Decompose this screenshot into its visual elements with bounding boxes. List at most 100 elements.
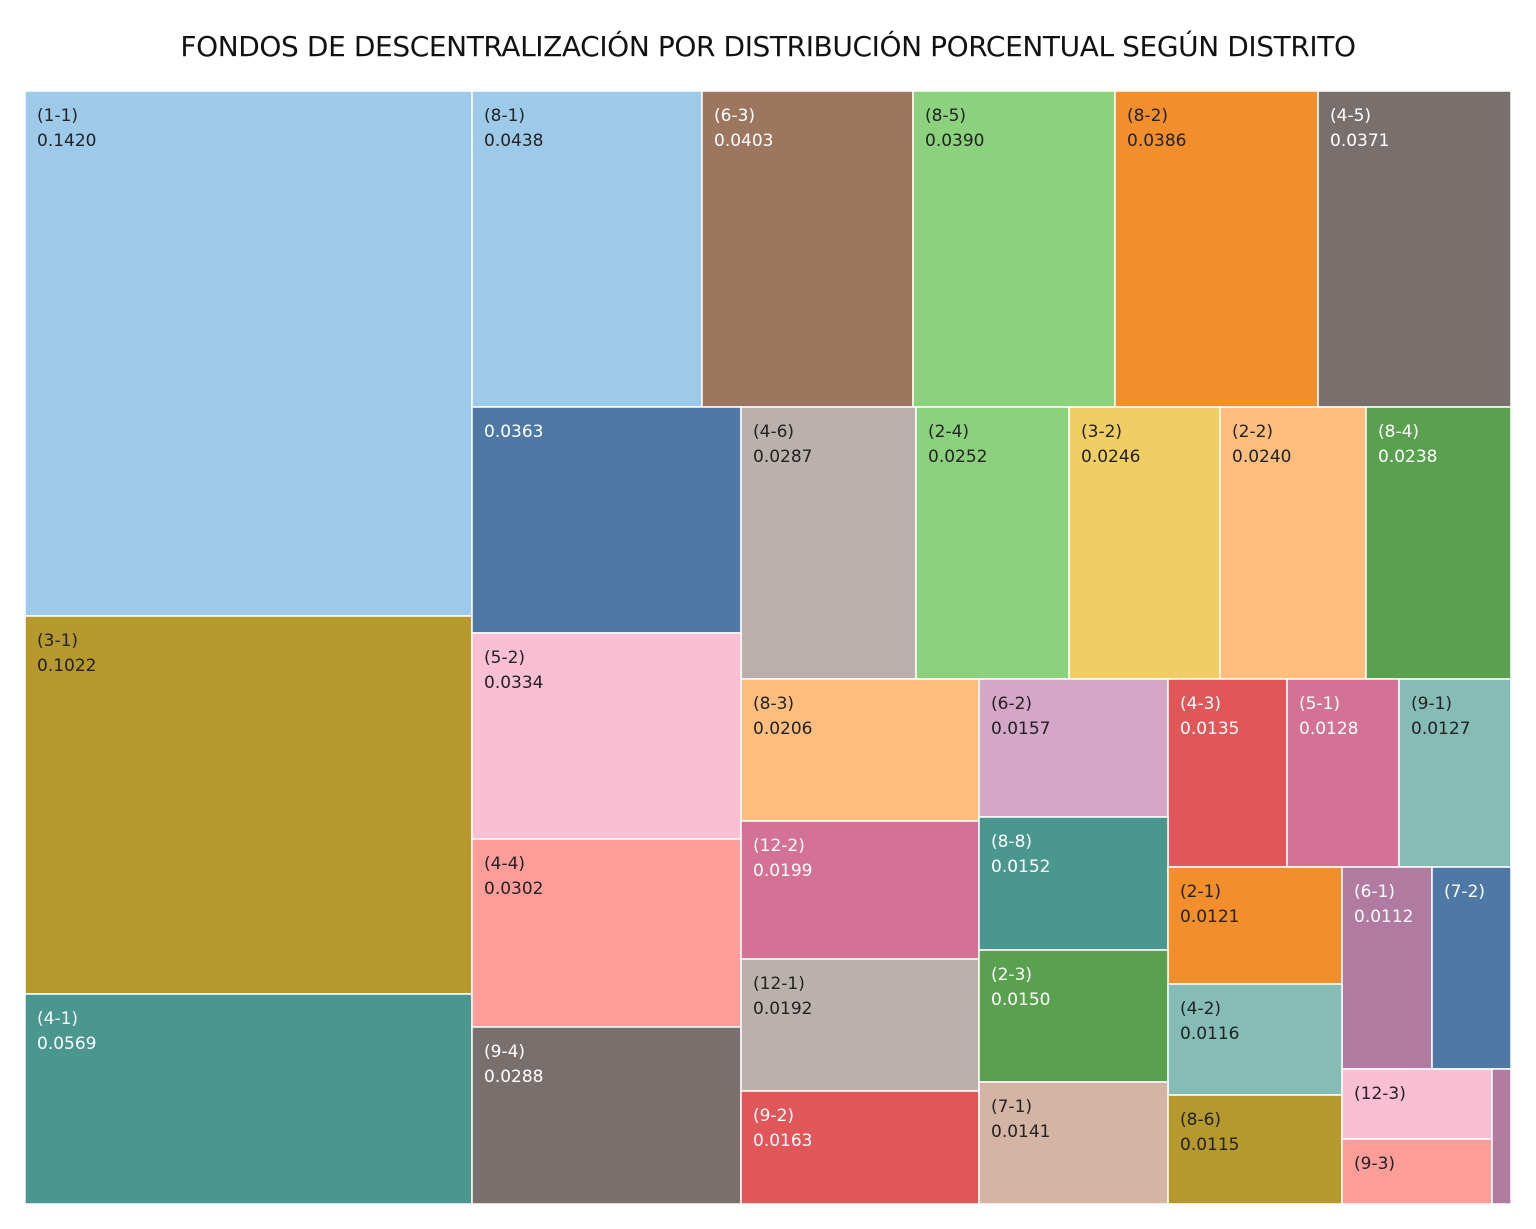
treemap-cell-rect bbox=[471, 406, 742, 634]
treemap-cell-value: 0.0386 bbox=[1127, 131, 1186, 151]
treemap-cell: (3-2) 0.0246 bbox=[1068, 406, 1221, 680]
treemap-cell: (4-5) 0.0371 bbox=[1317, 90, 1512, 408]
treemap-cell-value: 0.0115 bbox=[1180, 1135, 1239, 1155]
treemap-cell-rect bbox=[978, 1081, 1169, 1205]
treemap-cell-value: 0.0152 bbox=[991, 857, 1050, 877]
treemap-cell-value: 0.0127 bbox=[1411, 719, 1470, 739]
treemap-cell-value: 0.0438 bbox=[484, 131, 543, 151]
chart-title: FONDOS DE DESCENTRALIZACIÓN POR DISTRIBU… bbox=[180, 30, 1356, 63]
treemap-cell: (6-3) 0.0403 bbox=[701, 90, 914, 408]
treemap-cell-name: (1-1) bbox=[37, 106, 78, 126]
treemap-cell-value: 0.0192 bbox=[753, 999, 812, 1019]
treemap-cell: (2-4) 0.0252 bbox=[915, 406, 1070, 680]
treemap-cell-name: (8-3) bbox=[753, 694, 794, 714]
treemap-cell: (2-1) 0.0121 bbox=[1167, 866, 1343, 985]
treemap-cell-value: 0.1420 bbox=[37, 131, 96, 151]
treemap-cell-rect bbox=[1398, 678, 1512, 868]
treemap-cell-value: 0.0363 bbox=[484, 422, 543, 442]
treemap-cell: (8-6) 0.0115 bbox=[1167, 1094, 1343, 1205]
treemap-cell-name: (5-2) bbox=[484, 648, 525, 668]
treemap-cell-name: (4-2) bbox=[1180, 999, 1221, 1019]
treemap-cell-name: (4-5) bbox=[1330, 106, 1371, 126]
treemap-cell-rect bbox=[471, 632, 742, 840]
treemap-cell-rect bbox=[1167, 678, 1288, 868]
treemap-cell-value: 0.0569 bbox=[37, 1034, 96, 1054]
treemap-cell: (4-3) 0.0135 bbox=[1167, 678, 1288, 868]
treemap-cell: (9-3) bbox=[1341, 1138, 1493, 1205]
treemap-cell-rect bbox=[1167, 983, 1343, 1096]
treemap-cell-name: (3-1) bbox=[37, 631, 78, 651]
treemap-cell-value: 0.0403 bbox=[714, 131, 773, 151]
treemap-cell: (5-2) 0.0334 bbox=[471, 632, 742, 840]
treemap-cell-name: (2-4) bbox=[928, 422, 969, 442]
treemap-cell-value: 0.0371 bbox=[1330, 131, 1389, 151]
treemap-cell-name: (6-2) bbox=[991, 694, 1032, 714]
treemap-cell: (12-1) 0.0192 bbox=[740, 958, 980, 1092]
treemap-cell-name: (2-3) bbox=[991, 965, 1032, 985]
treemap-cell-name: (12-2) bbox=[753, 836, 805, 856]
treemap-cell-rect bbox=[1341, 1068, 1493, 1140]
treemap-cell: (5-1) 0.0128 bbox=[1286, 678, 1400, 868]
treemap-cell-rect bbox=[740, 1090, 980, 1205]
treemap-cell-name: (6-3) bbox=[714, 106, 755, 126]
treemap-cell: (8-3) 0.0206 bbox=[740, 678, 980, 822]
treemap-cell bbox=[1491, 1068, 1512, 1205]
treemap-cell-name: (8-2) bbox=[1127, 106, 1168, 126]
treemap-cell: (6-2) 0.0157 bbox=[978, 678, 1169, 818]
treemap-cell-value: 0.0287 bbox=[753, 447, 812, 467]
treemap-cell: (8-4) 0.0238 bbox=[1365, 406, 1512, 680]
treemap-cell-rect bbox=[740, 406, 917, 680]
treemap-cell-value: 0.0150 bbox=[991, 990, 1050, 1010]
treemap-cell: (4-1) 0.0569 bbox=[24, 993, 473, 1205]
treemap-cell: (7-1) 0.0141 bbox=[978, 1081, 1169, 1205]
treemap-cell-value: 0.0128 bbox=[1299, 719, 1358, 739]
treemap-cell-rect bbox=[471, 90, 703, 408]
treemap-cell-name: (4-6) bbox=[753, 422, 794, 442]
treemap-cell-name: (2-2) bbox=[1232, 422, 1273, 442]
treemap-cell-rect bbox=[1365, 406, 1512, 680]
treemap-cell-rect bbox=[471, 838, 742, 1028]
treemap-cell-rect bbox=[978, 816, 1169, 951]
treemap-cell-name: (4-3) bbox=[1180, 694, 1221, 714]
treemap-cell-name: (7-2) bbox=[1444, 882, 1485, 902]
treemap-cell: (4-6) 0.0287 bbox=[740, 406, 917, 680]
treemap-cell-name: (12-3) bbox=[1354, 1084, 1406, 1104]
treemap-cell: (3-1) 0.1022 bbox=[24, 615, 473, 995]
treemap-cell-value: 0.0334 bbox=[484, 673, 543, 693]
treemap-cell: (8-2) 0.0386 bbox=[1114, 90, 1319, 408]
treemap-cell-name: (8-6) bbox=[1180, 1110, 1221, 1130]
treemap-cell-value: 0.0141 bbox=[991, 1122, 1050, 1142]
treemap-cell-name: (9-3) bbox=[1354, 1154, 1395, 1174]
treemap-cell-rect bbox=[740, 678, 980, 822]
treemap-cell-name: (9-4) bbox=[484, 1042, 525, 1062]
treemap-cell-name: (8-5) bbox=[925, 106, 966, 126]
treemap-cell-name: (3-2) bbox=[1081, 422, 1122, 442]
treemap-cell-value: 0.1022 bbox=[37, 656, 96, 676]
treemap-cell: (8-8) 0.0152 bbox=[978, 816, 1169, 951]
treemap-cell-name: (9-2) bbox=[753, 1106, 794, 1126]
treemap-cell-rect bbox=[740, 958, 980, 1092]
treemap-cell-rect bbox=[1068, 406, 1221, 680]
treemap-cell-value: 0.0199 bbox=[753, 861, 812, 881]
treemap-cell-rect bbox=[1286, 678, 1400, 868]
treemap-cell-rect bbox=[701, 90, 914, 408]
treemap-cell: (12-3) bbox=[1341, 1068, 1493, 1140]
treemap-cell-value: 0.0157 bbox=[991, 719, 1050, 739]
treemap-cell-rect bbox=[24, 993, 473, 1205]
treemap-cell-name: (12-1) bbox=[753, 974, 805, 994]
treemap-cell-rect bbox=[1167, 1094, 1343, 1205]
treemap-cell-rect bbox=[1341, 866, 1433, 1070]
treemap-cell-name: (5-1) bbox=[1299, 694, 1340, 714]
treemap-cell-name: (8-4) bbox=[1378, 422, 1419, 442]
treemap-cell: (8-1) 0.0438 bbox=[471, 90, 703, 408]
treemap-cell-name: (2-1) bbox=[1180, 882, 1221, 902]
treemap-cell-name: (4-1) bbox=[37, 1009, 78, 1029]
treemap-cell: 0.0363 bbox=[471, 406, 742, 634]
treemap-cell-value: 0.0390 bbox=[925, 131, 984, 151]
treemap-cell-name: (9-1) bbox=[1411, 694, 1452, 714]
treemap-cell-rect bbox=[1167, 866, 1343, 985]
treemap-cell: (2-3) 0.0150 bbox=[978, 949, 1169, 1083]
treemap-cell: (8-5) 0.0390 bbox=[912, 90, 1116, 408]
treemap-cell-name: (8-8) bbox=[991, 832, 1032, 852]
